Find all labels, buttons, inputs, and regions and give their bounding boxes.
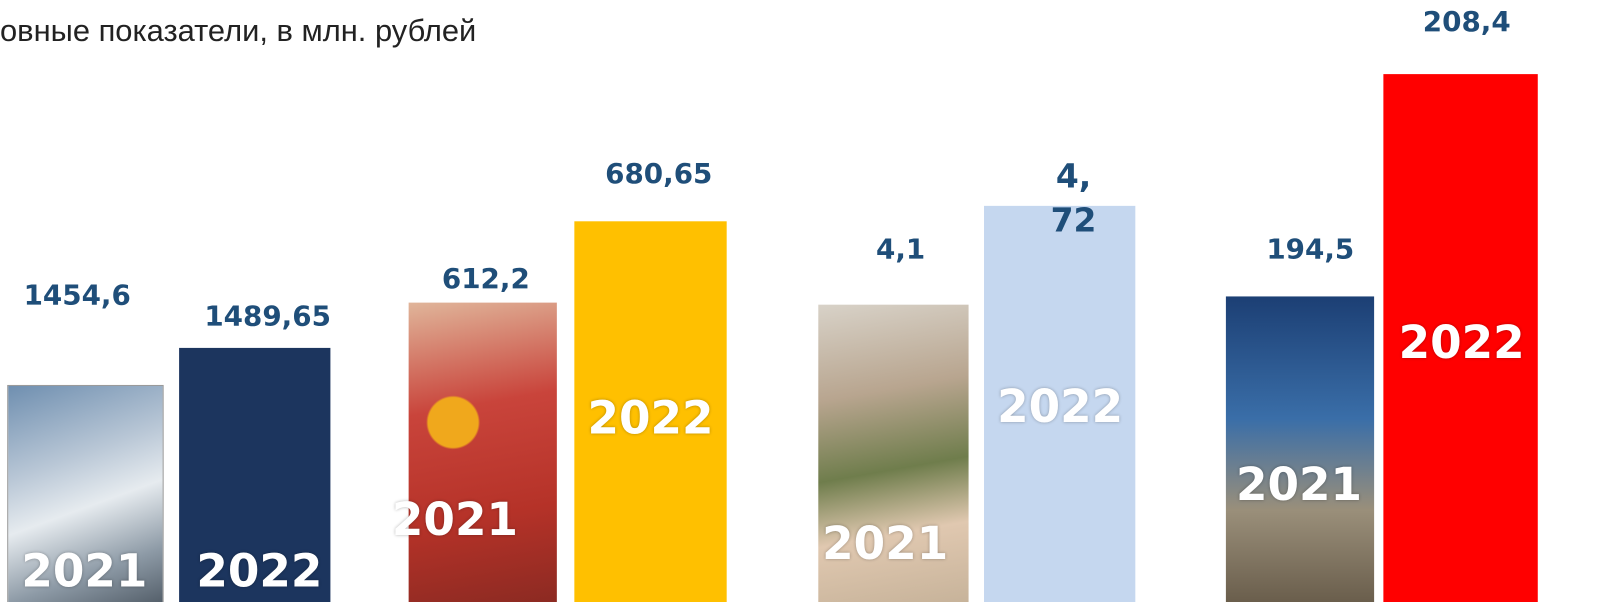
bar	[408, 302, 557, 602]
year-label: 2021	[822, 517, 949, 571]
value-label: 680,65	[605, 158, 713, 191]
year-label: 2022	[587, 392, 714, 445]
bar	[818, 304, 969, 602]
year-label: 2022	[1398, 317, 1525, 370]
year-label: 2021	[391, 494, 518, 547]
value-label: 4,72	[1050, 156, 1097, 240]
bar	[1225, 296, 1375, 602]
year-label: 2022	[196, 545, 323, 599]
year-label: 2021	[1235, 459, 1363, 512]
year-label: 2021	[21, 545, 148, 599]
bar	[574, 221, 727, 602]
year-label: 2022	[997, 380, 1124, 434]
value-label: 4,1	[876, 233, 926, 266]
bar	[984, 205, 1136, 602]
bar	[1383, 74, 1538, 602]
value-label: 1489,65	[204, 300, 331, 333]
value-label: 208,4	[1422, 6, 1511, 39]
value-label: 194,5	[1266, 233, 1355, 266]
value-label: 1454,6	[23, 279, 131, 312]
slide-title: овные показатели, в млн. рублей	[0, 14, 477, 49]
bar	[179, 347, 331, 602]
value-label: 612,2	[441, 263, 530, 296]
bar	[7, 384, 164, 602]
